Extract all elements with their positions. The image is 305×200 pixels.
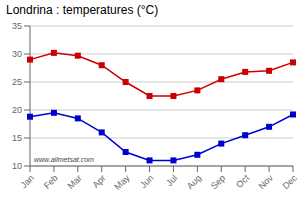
- svg-text:Oct: Oct: [234, 173, 251, 190]
- html-text:www.allmetsat.com: www.allmetsat.com: [34, 156, 94, 163]
- svg-text:Nov: Nov: [257, 173, 276, 192]
- html-text:Londrina : temperatures (°C): Londrina : temperatures (°C): [6, 3, 159, 17]
- svg-text:May: May: [112, 173, 131, 192]
- svg-text:10: 10: [12, 161, 22, 171]
- svg-text:20: 20: [12, 105, 22, 115]
- svg-text:Mar: Mar: [66, 173, 84, 191]
- svg-text:Dec: Dec: [281, 173, 297, 192]
- svg-text:Aug: Aug: [185, 173, 203, 191]
- svg-text:Apr: Apr: [91, 173, 108, 190]
- svg-text:Jun: Jun: [138, 173, 155, 190]
- svg-text:30: 30: [12, 49, 22, 59]
- svg-text:Sep: Sep: [209, 173, 227, 191]
- svg-text:Jul: Jul: [164, 173, 179, 188]
- svg-text:Feb: Feb: [42, 173, 60, 191]
- svg-text:25: 25: [12, 77, 22, 87]
- svg-text:15: 15: [12, 133, 22, 143]
- svg-text:35: 35: [12, 21, 22, 31]
- svg-text:Jan: Jan: [19, 173, 36, 190]
